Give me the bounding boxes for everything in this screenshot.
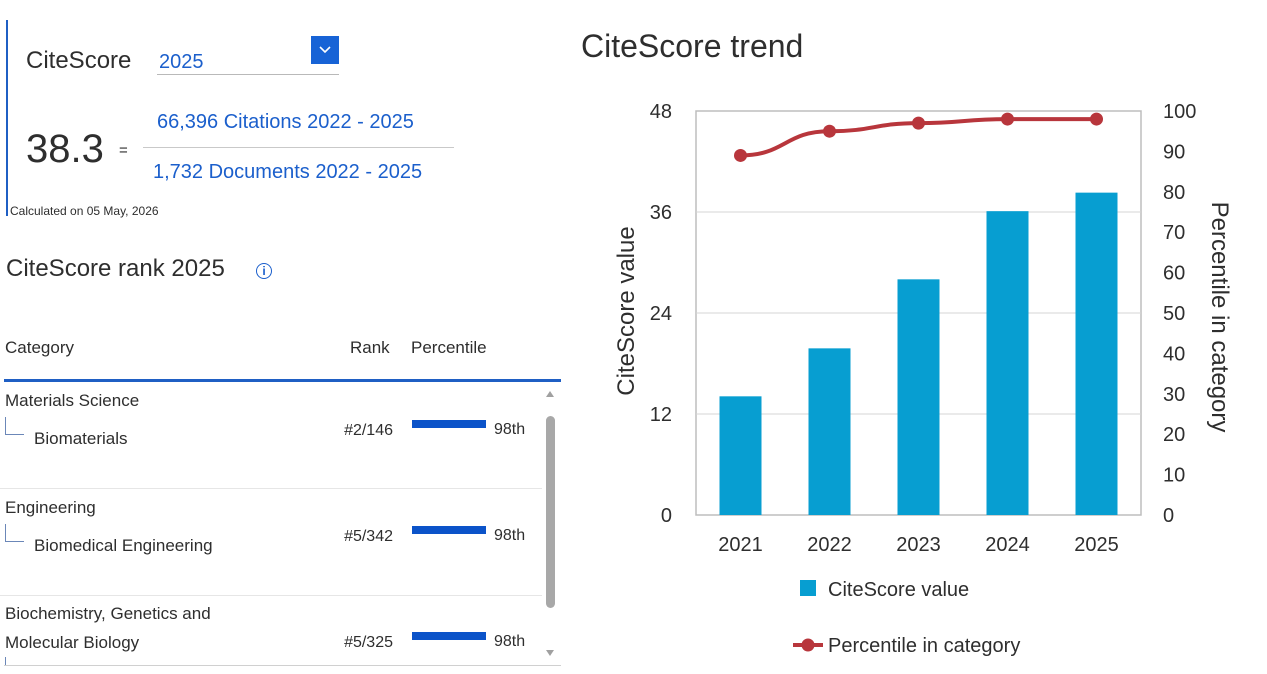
x-tick-label: 2024 [985, 534, 1030, 556]
percentile-point [734, 148, 747, 162]
header-percentile: Percentile [411, 338, 487, 357]
bar [808, 348, 851, 515]
row-subcategory: Molecular Biology [5, 633, 140, 652]
y-tick-label: 24 [650, 303, 672, 325]
row-subcategory: Biomedical Engineering [34, 536, 213, 555]
row-category: Materials Science [5, 391, 140, 410]
header-rule [4, 379, 561, 382]
header-rank: Rank [350, 338, 390, 357]
legend-label-bar: CiteScore value [828, 579, 969, 601]
row-percentile: 98th [494, 421, 526, 438]
y-tick-label: 48 [650, 101, 672, 123]
calculated-date: Calculated on 05 May, 2026 [10, 204, 159, 218]
y2-tick-label: 100 [1163, 101, 1196, 123]
citescore-trend-chart: 0 12 24 36 48 0 10 20 30 40 50 60 70 80 90 100 2021 2022 2… [613, 101, 1233, 657]
table-row: Engineering Biomedical Engineering #5/34… [0, 489, 542, 596]
chevron-down-icon[interactable] [311, 36, 339, 64]
year-dropdown-value: 2025 [159, 51, 204, 73]
percentile-bar [412, 420, 487, 428]
citations-link[interactable]: 66,396 Citations 2022 - 2025 [157, 111, 414, 133]
bar [986, 211, 1029, 516]
percentile-bar [412, 526, 487, 534]
row-rank: #5/342 [344, 528, 393, 545]
percentile-bar [412, 632, 487, 640]
bar [1075, 192, 1118, 515]
rank-title: CiteScore rank 2025 [6, 255, 225, 282]
year-dropdown[interactable]: 2025 [157, 36, 339, 75]
x-tick-label: 2021 [718, 534, 763, 556]
y2-tick-label: 60 [1163, 263, 1185, 285]
y2-tick-label: 0 [1163, 505, 1174, 527]
y2-tick-label: 30 [1163, 384, 1185, 406]
rank-rows[interactable]: Materials Science Biomaterials #2/146 98… [0, 382, 542, 665]
y2-tick-label: 50 [1163, 303, 1185, 325]
citescore-label: CiteScore [26, 47, 132, 74]
tree-connector [5, 417, 24, 435]
percentile-point [1001, 112, 1014, 126]
documents-link[interactable]: 1,732 Documents 2022 - 2025 [153, 161, 423, 183]
percentile-point [912, 116, 925, 130]
chart-title: CiteScore trend [581, 28, 804, 64]
y2-tick-label: 90 [1163, 141, 1185, 163]
info-icon[interactable]: i [256, 263, 272, 279]
table-bottom-rule [4, 665, 561, 666]
y-axis-title: CiteScore value [613, 226, 640, 395]
score-accent-bar [6, 20, 8, 216]
y2-tick-label: 80 [1163, 182, 1185, 204]
row-percentile: 98th [494, 633, 526, 650]
row-category: Engineering [5, 498, 96, 517]
row-rank: #5/325 [344, 634, 393, 651]
y2-axis-title: Percentile in category [1206, 202, 1233, 433]
table-row: Biochemistry, Genetics and Molecular Bio… [0, 595, 542, 665]
legend-swatch-bar [800, 580, 816, 596]
x-tick-label: 2022 [807, 534, 852, 556]
bar [897, 279, 940, 515]
y2-tick-label: 40 [1163, 343, 1185, 365]
row-rank: #2/146 [344, 422, 393, 439]
row-percentile: 98th [494, 527, 526, 544]
percentile-point [823, 124, 836, 138]
row-category: Biochemistry, Genetics and [5, 604, 211, 623]
citescore-value: 38.3 [26, 127, 104, 171]
y2-tick-label: 70 [1163, 222, 1185, 244]
scroll-down-arrow-icon[interactable] [546, 650, 554, 656]
tree-connector [5, 657, 24, 665]
legend-label-line: Percentile in category [828, 635, 1020, 657]
x-tick-label: 2023 [896, 534, 941, 556]
scroll-up-arrow-icon[interactable] [546, 391, 554, 397]
y-tick-label: 0 [661, 505, 672, 527]
y2-tick-label: 10 [1163, 465, 1185, 487]
y-tick-label: 12 [650, 404, 672, 426]
percentile-point [1090, 112, 1103, 126]
bar [719, 396, 762, 515]
scrollbar-thumb[interactable] [546, 416, 555, 608]
y-tick-label: 36 [650, 202, 672, 224]
scrollbar[interactable] [543, 388, 557, 660]
x-tick-label: 2025 [1074, 534, 1119, 556]
table-row: Materials Science Biomaterials #2/146 98… [0, 382, 542, 489]
equals-sign: = [119, 142, 128, 159]
row-subcategory: Biomaterials [34, 429, 128, 448]
fraction-divider [143, 147, 454, 148]
header-category: Category [5, 338, 74, 357]
tree-connector [5, 524, 24, 542]
y2-tick-label: 20 [1163, 424, 1185, 446]
legend-swatch-point [801, 638, 815, 652]
